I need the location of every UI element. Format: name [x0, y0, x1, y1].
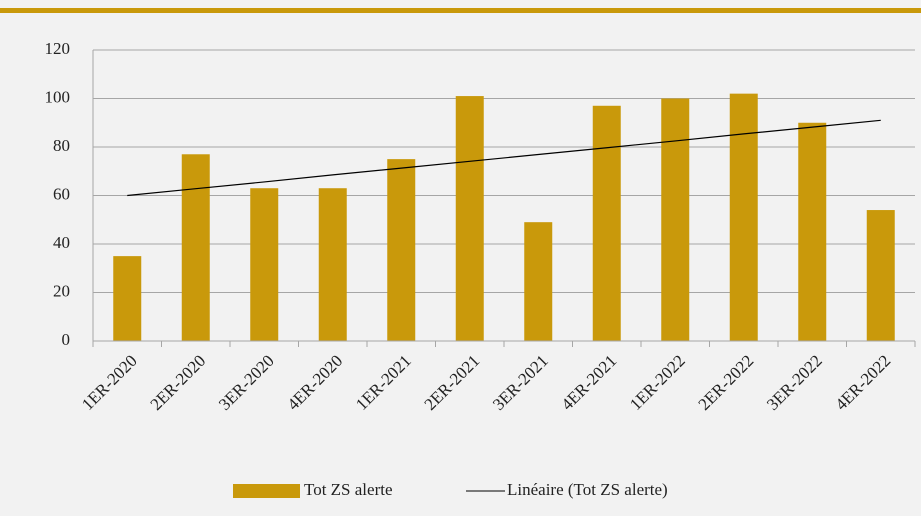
legend-swatch: [233, 484, 300, 498]
y-tick-label: 100: [45, 87, 71, 106]
y-tick-label: 40: [53, 233, 70, 252]
bar: [592, 105, 621, 342]
bar: [387, 159, 416, 341]
bar: [181, 154, 210, 341]
bar: [250, 188, 279, 341]
bar: [113, 256, 142, 341]
y-tick-label: 60: [53, 184, 70, 203]
bar: [524, 222, 553, 341]
y-tick-label: 20: [53, 281, 70, 300]
legend-label: Tot ZS alerte: [304, 480, 393, 499]
y-tick-label: 80: [53, 136, 70, 155]
top-rule: [0, 8, 921, 13]
bar: [798, 122, 827, 341]
y-tick-label: 120: [45, 39, 71, 58]
trend-line: [127, 119, 881, 197]
legend-label: Linéaire (Tot ZS alerte): [507, 480, 668, 499]
bar: [455, 96, 484, 341]
bar: [661, 98, 690, 341]
bar: [318, 188, 347, 341]
y-tick-label: 0: [62, 330, 71, 349]
bar: [866, 210, 895, 341]
bar: [729, 93, 758, 342]
